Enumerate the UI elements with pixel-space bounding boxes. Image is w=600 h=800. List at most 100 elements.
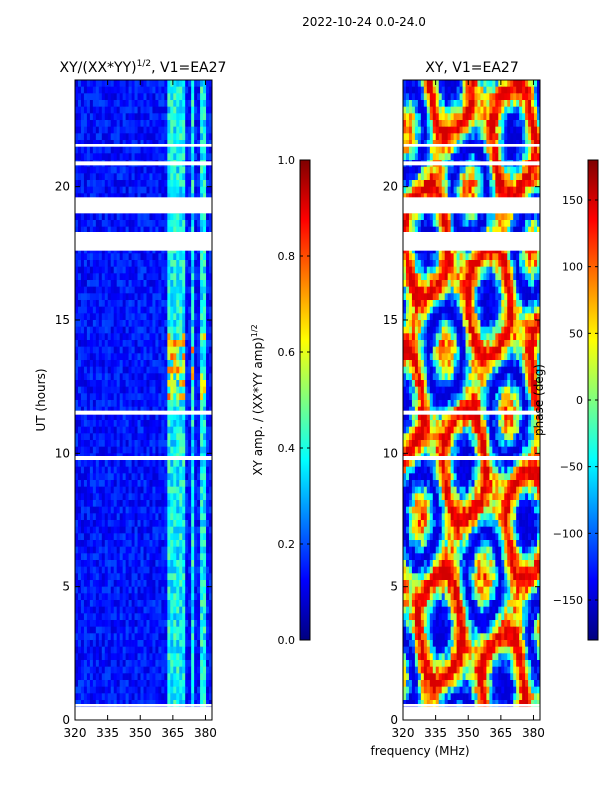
heatmap-cell bbox=[203, 273, 207, 281]
heatmap-cell bbox=[167, 580, 171, 588]
heatmap-cell bbox=[203, 693, 207, 701]
heatmap-cell bbox=[498, 126, 502, 134]
heatmap-cell bbox=[462, 93, 466, 101]
heatmap-cell bbox=[161, 506, 165, 514]
heatmap-cell bbox=[209, 613, 213, 621]
heatmap-cell bbox=[128, 320, 132, 328]
heatmap-cell bbox=[182, 533, 186, 541]
heatmap-cell bbox=[77, 393, 82, 401]
heatmap-cell bbox=[86, 566, 91, 574]
heatmap-cell bbox=[170, 626, 174, 634]
heatmap-cell bbox=[468, 106, 472, 114]
heatmap-cell bbox=[83, 293, 88, 301]
heatmap-cell bbox=[185, 466, 189, 474]
heatmap-cell bbox=[119, 506, 123, 514]
heatmap-cell bbox=[176, 653, 180, 661]
heatmap-cell bbox=[89, 380, 94, 388]
heatmap-cell bbox=[134, 346, 138, 354]
heatmap-cell bbox=[191, 346, 195, 354]
heatmap-cell bbox=[209, 426, 213, 434]
heatmap-cell bbox=[537, 106, 541, 114]
heatmap-cell bbox=[98, 540, 103, 548]
heatmap-cell bbox=[179, 500, 183, 508]
heatmap-cell bbox=[122, 660, 126, 668]
heatmap-cell bbox=[203, 260, 207, 268]
heatmap-cell bbox=[158, 253, 162, 261]
heatmap-cell bbox=[110, 586, 115, 594]
heatmap-cell bbox=[513, 133, 517, 141]
heatmap-cell bbox=[191, 540, 195, 548]
heatmap-cell bbox=[110, 460, 115, 468]
heatmap-cell bbox=[203, 533, 207, 541]
heatmap-cell bbox=[116, 80, 121, 88]
heatmap-cell bbox=[86, 273, 91, 281]
heatmap-cell bbox=[143, 446, 147, 454]
heatmap-cell bbox=[516, 133, 520, 141]
heatmap-cell bbox=[134, 353, 138, 361]
heatmap-cell bbox=[194, 373, 198, 381]
heatmap-cell bbox=[188, 473, 192, 481]
heatmap-cell bbox=[155, 546, 159, 554]
heatmap-cell bbox=[200, 660, 204, 668]
heatmap-cell bbox=[155, 653, 159, 661]
heatmap-cell bbox=[137, 686, 141, 694]
heatmap-cell bbox=[191, 546, 195, 554]
heatmap-cell bbox=[200, 273, 204, 281]
heatmap-cell bbox=[170, 93, 174, 101]
heatmap-cell bbox=[516, 140, 520, 148]
heatmap-cell bbox=[450, 146, 454, 154]
heatmap-cell bbox=[185, 366, 189, 374]
heatmap-cell bbox=[128, 340, 132, 348]
heatmap-cell bbox=[125, 226, 129, 234]
heatmap-cell bbox=[417, 166, 422, 174]
heatmap-cell bbox=[188, 120, 192, 128]
heatmap-cell bbox=[405, 93, 410, 101]
heatmap-cell bbox=[98, 473, 103, 481]
heatmap-cell bbox=[95, 280, 100, 288]
heatmap-cell bbox=[510, 153, 514, 161]
heatmap-cell bbox=[191, 520, 195, 528]
heatmap-cell bbox=[167, 646, 171, 654]
heatmap-cell bbox=[89, 140, 94, 148]
heatmap-cell bbox=[107, 366, 112, 374]
heatmap-cell bbox=[194, 420, 198, 428]
heatmap-cell bbox=[191, 626, 195, 634]
heatmap-cell bbox=[92, 193, 97, 201]
heatmap-cell bbox=[158, 380, 162, 388]
heatmap-cell bbox=[98, 186, 103, 194]
heatmap-cell bbox=[143, 86, 147, 94]
heatmap-cell bbox=[89, 273, 94, 281]
amplitude-colorbar: 0.00.20.40.60.81.0 XY amp. / (XX*YY amp)… bbox=[250, 154, 311, 647]
heatmap-cell bbox=[203, 653, 207, 661]
heatmap-cell bbox=[75, 586, 79, 594]
heatmap-cell bbox=[173, 80, 177, 88]
heatmap-cell bbox=[83, 560, 88, 568]
heatmap-cell bbox=[155, 366, 159, 374]
heatmap-cell bbox=[152, 493, 156, 501]
heatmap-cell bbox=[125, 640, 129, 648]
heatmap-cell bbox=[86, 493, 91, 501]
heatmap-cell bbox=[164, 340, 168, 348]
heatmap-cell bbox=[489, 106, 493, 114]
heatmap-cell bbox=[209, 440, 213, 448]
heatmap-cell bbox=[200, 133, 204, 141]
heatmap-cell bbox=[101, 293, 106, 301]
heatmap-cell bbox=[98, 280, 103, 288]
heatmap-cell bbox=[197, 560, 201, 568]
heatmap-cell bbox=[179, 573, 183, 581]
heatmap-cell bbox=[119, 93, 123, 101]
heatmap-cell bbox=[98, 306, 103, 314]
heatmap-cell bbox=[77, 420, 82, 428]
heatmap-cell bbox=[83, 606, 88, 614]
heatmap-cell bbox=[188, 186, 192, 194]
heatmap-cell bbox=[209, 593, 213, 601]
heatmap-cell bbox=[128, 326, 132, 334]
heatmap-cell bbox=[474, 133, 478, 141]
heatmap-cell bbox=[95, 413, 100, 421]
heatmap-cell bbox=[116, 573, 121, 581]
heatmap-cell bbox=[146, 300, 150, 308]
heatmap-cell bbox=[146, 393, 150, 401]
heatmap-cell bbox=[122, 366, 126, 374]
heatmap-cell bbox=[134, 620, 138, 628]
heatmap-cell bbox=[128, 300, 132, 308]
